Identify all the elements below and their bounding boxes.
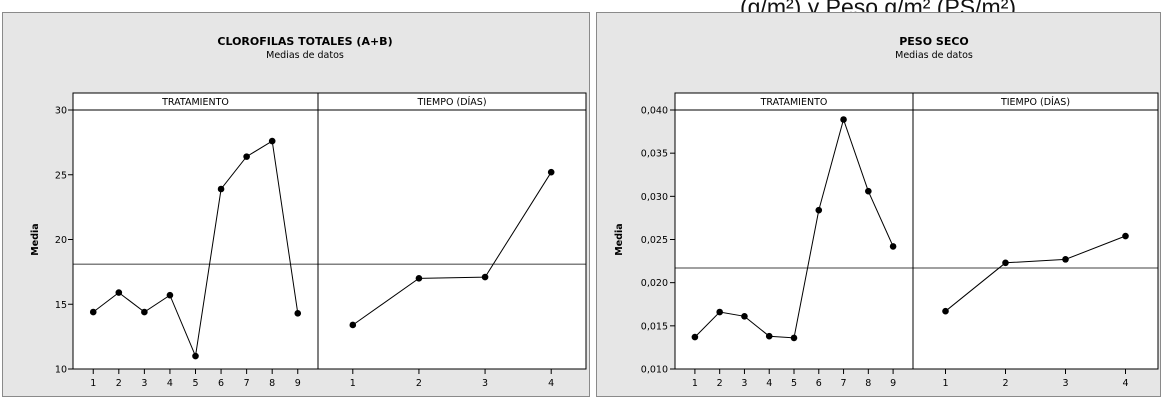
x-tick-label: 3	[741, 378, 747, 389]
x-tick-label: 6	[816, 378, 822, 389]
y-tick-label: 15	[55, 300, 67, 311]
series-line	[945, 235, 1126, 312]
y-axis-label: Media	[614, 223, 625, 255]
x-tick-label: 1	[942, 378, 948, 389]
data-point	[243, 153, 250, 160]
x-tick-label: 3	[1062, 378, 1068, 389]
data-point	[166, 291, 174, 299]
x-tick-label: 5	[791, 378, 797, 389]
data-point	[1002, 259, 1009, 267]
y-tick-label: 25	[55, 170, 67, 181]
data-point	[141, 308, 148, 316]
y-tick-label: 0,030	[641, 192, 668, 203]
plot-area	[73, 93, 586, 369]
x-tick-label: 4	[1122, 378, 1128, 389]
data-point	[268, 137, 276, 145]
data-point	[89, 308, 97, 316]
x-tick-label: 8	[865, 378, 871, 389]
chart-title: PESO SECO	[899, 35, 969, 48]
data-point	[547, 168, 555, 176]
x-tick-label: 4	[167, 378, 173, 389]
y-axis-label: Media	[30, 223, 41, 255]
data-point	[217, 185, 225, 193]
y-tick-label: 0,010	[641, 365, 668, 376]
data-point	[1062, 256, 1069, 263]
data-point	[889, 243, 897, 250]
plot-area	[675, 93, 1158, 369]
data-point	[741, 313, 748, 320]
y-tick-label: 0,015	[641, 321, 668, 332]
x-tick-label: 3	[482, 378, 488, 389]
data-point	[415, 275, 423, 282]
y-tick-label: 0,020	[641, 278, 668, 289]
x-tick-label: 2	[116, 378, 122, 389]
chart-panel-clorofilas: CLOROFILAS TOTALES (A+B) Medias de datos M…	[2, 12, 590, 397]
data-point	[765, 332, 773, 340]
data-point	[691, 333, 699, 341]
plot-frame	[674, 92, 1159, 370]
panel-strip-label: TIEMPO (DÍAS)	[416, 96, 486, 108]
data-point	[192, 352, 199, 360]
x-tick-label: 2	[717, 378, 723, 389]
data-point	[294, 310, 302, 317]
data-point	[815, 206, 823, 214]
chart-panel-peso-seco: PESO SECO Medias de datos Media 0,010 0,015 0…	[596, 12, 1161, 397]
x-tick-label: 4	[548, 378, 554, 389]
x-tick-label: 1	[692, 378, 698, 389]
x-tick-label: 1	[90, 378, 96, 389]
panel-strip-label: TIEMPO (DÍAS)	[1000, 96, 1070, 108]
data-point	[481, 273, 489, 281]
x-tick-label: 6	[218, 378, 224, 389]
data-point	[942, 307, 949, 315]
data-point	[1122, 232, 1129, 240]
x-tick-label: 3	[141, 378, 147, 389]
chart-title: CLOROFILAS TOTALES (A+B)	[217, 35, 392, 48]
y-tick-label: 10	[55, 365, 67, 376]
chart-svg-clorofilas: CLOROFILAS TOTALES (A+B) Medias de datos M…	[30, 35, 587, 389]
data-point	[865, 187, 872, 195]
data-point	[790, 334, 798, 342]
x-tick-label: 9	[295, 378, 301, 389]
chart-subtitle: Medias de datos	[266, 50, 344, 61]
panel-strip-label: TRATAMIENTO	[161, 97, 229, 108]
x-tick-label: 5	[192, 378, 198, 389]
x-tick-label: 8	[269, 378, 275, 389]
y-tick-label: 0,035	[641, 149, 668, 160]
x-tick-label: 7	[841, 378, 847, 389]
y-tick-label: 20	[55, 235, 67, 246]
x-tick-label: 9	[890, 378, 896, 389]
x-tick-label: 2	[1002, 378, 1008, 389]
series-line	[352, 171, 552, 326]
y-tick-label: 30	[55, 106, 67, 117]
x-tick-label: 1	[350, 378, 356, 389]
x-tick-label: 4	[766, 378, 772, 389]
data-point	[349, 321, 357, 329]
data-point	[716, 308, 723, 316]
data-point	[840, 116, 847, 123]
chart-svg-peso-seco: PESO SECO Medias de datos Media 0,010 0,015 0…	[614, 35, 1159, 389]
y-tick-label: 0,040	[641, 106, 668, 117]
y-tick-label: 0,025	[641, 235, 668, 246]
panel-strip-label: TRATAMIENTO	[760, 97, 828, 108]
data-point	[115, 289, 123, 296]
x-tick-label: 2	[416, 378, 422, 389]
plot-frame	[72, 92, 587, 370]
chart-subtitle: Medias de datos	[895, 50, 973, 61]
x-tick-label: 7	[244, 378, 250, 389]
